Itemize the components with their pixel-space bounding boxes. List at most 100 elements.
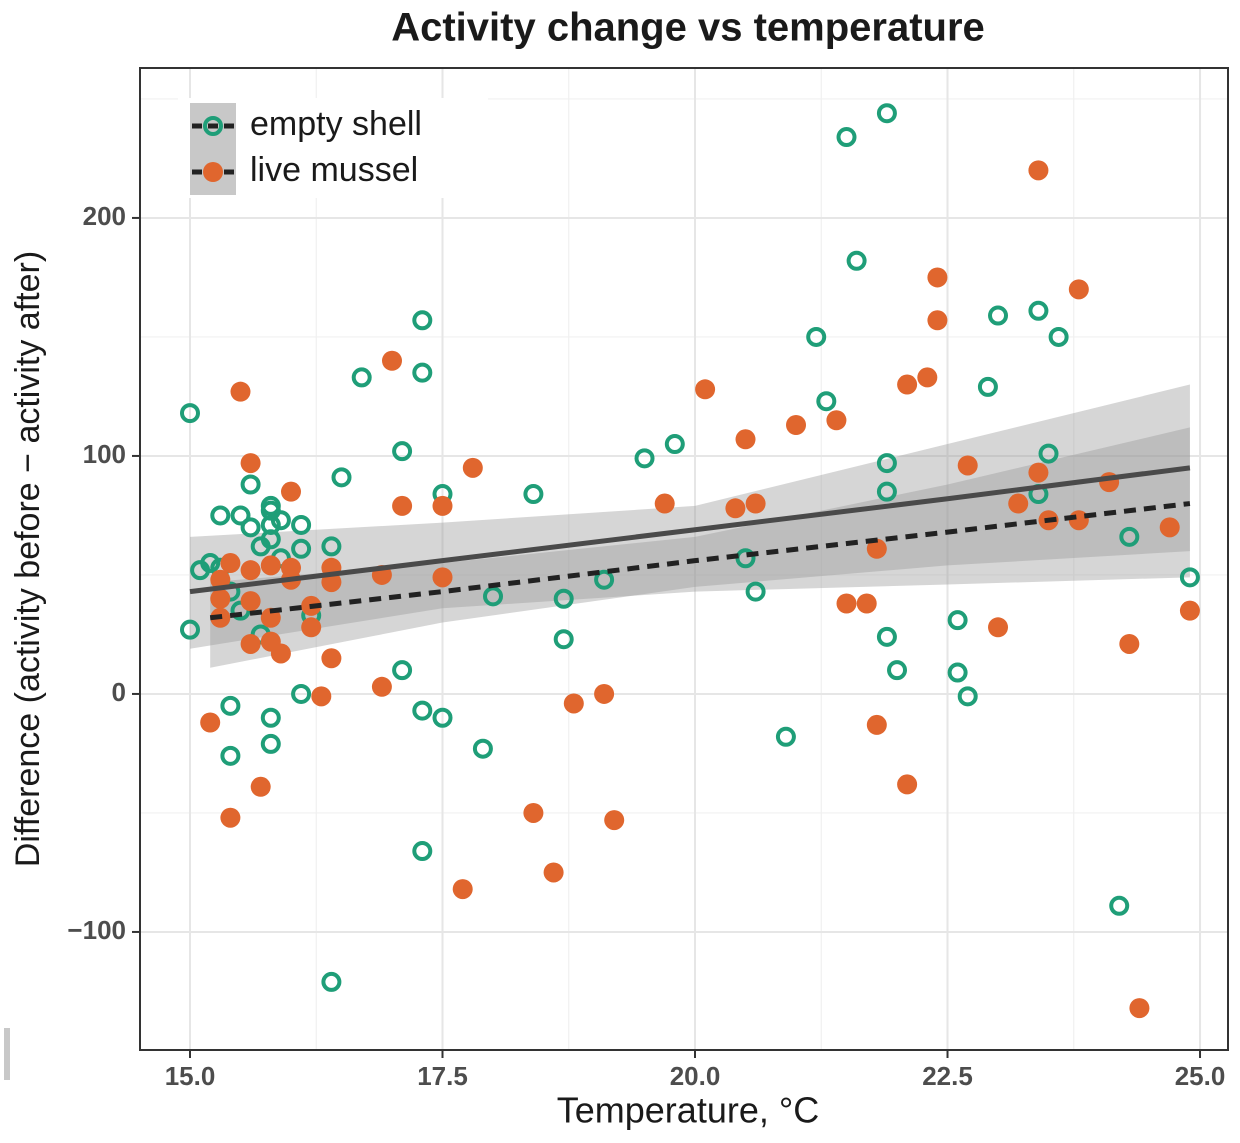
y-axis-label: Difference (activity before − activity a… [9,251,47,867]
point [957,455,978,476]
point [260,555,281,576]
point [1179,600,1200,621]
point [260,514,281,535]
point [321,536,342,557]
point [1068,279,1089,300]
edge-artifact [4,1028,10,1080]
point [947,662,968,683]
point [280,481,301,502]
point [604,810,625,831]
point [695,379,716,400]
fit-line [189,465,1191,595]
point [351,367,372,388]
point [594,683,615,704]
point [836,593,857,614]
point [1028,462,1049,483]
point [210,569,231,590]
point [594,569,615,590]
chart-title: Activity change vs temperature [391,6,985,50]
point [432,567,453,588]
point [392,660,413,681]
x-tick-label: 15.0 [165,1061,216,1091]
point [988,617,1009,638]
point [897,374,918,395]
point [270,510,291,531]
point [846,250,867,271]
point [230,505,251,526]
point [220,695,241,716]
panel-border [139,67,1229,1051]
point [412,310,433,331]
point [927,310,948,331]
point [543,862,564,883]
point [200,553,221,574]
point [240,517,261,538]
point [876,453,897,474]
point [260,707,281,728]
point [866,714,887,735]
point [553,588,574,609]
point [462,457,483,478]
point [432,495,453,516]
point [775,726,796,747]
point [523,484,544,505]
point [1038,443,1059,464]
point [654,493,675,514]
point [1028,160,1049,181]
point [786,415,807,436]
point [412,700,433,721]
point [887,660,908,681]
points [179,103,1200,1019]
point [1048,326,1069,347]
point [412,841,433,862]
legend-label: live mussel [250,151,418,189]
point [392,495,413,516]
legend-key-marker [203,162,223,182]
y-tick-label: 200 [83,201,126,231]
point [563,693,584,714]
point [311,686,332,707]
y-tick-label: 100 [83,439,126,469]
point [876,103,897,124]
point [745,493,766,514]
point [806,326,827,347]
point [452,879,473,900]
point [220,807,241,828]
point [745,581,766,602]
point [957,686,978,707]
point [1109,895,1130,916]
point [1008,493,1029,514]
point [947,610,968,631]
y-tick-label: 0 [112,677,126,707]
point [483,586,504,607]
point [836,127,857,148]
point [472,738,493,759]
x-tick-label: 22.5 [922,1061,973,1091]
point [179,403,200,424]
legend-label: empty shell [250,105,422,143]
point [240,560,261,581]
point [240,633,261,654]
point [270,643,291,664]
x-tick-label: 20.0 [670,1061,721,1091]
x-axis-label: Temperature, °C [557,1090,820,1131]
axes: 15.0 17.5 20.0 22.5 25.0 −100 0 100 200 [67,67,1229,1091]
point [1028,300,1049,321]
point [856,593,877,614]
point [977,376,998,397]
point [331,467,352,488]
point [735,429,756,450]
point [664,434,685,455]
point [876,481,897,502]
point [291,683,312,704]
point [876,626,897,647]
point [432,707,453,728]
point [220,745,241,766]
point [1119,526,1140,547]
point [826,410,847,431]
point [1179,567,1200,588]
point [412,362,433,383]
point [240,453,261,474]
point [866,538,887,559]
